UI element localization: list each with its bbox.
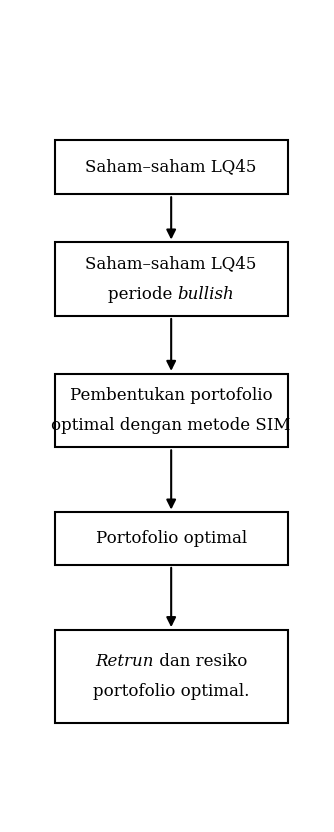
Text: Saham–saham LQ45: Saham–saham LQ45 — [86, 255, 257, 272]
Text: Portofolio optimal: Portofolio optimal — [96, 530, 247, 547]
Text: Saham–saham LQ45: Saham–saham LQ45 — [86, 159, 257, 176]
Bar — [55, 242, 288, 316]
Bar — [55, 513, 288, 565]
Text: portofolio optimal.: portofolio optimal. — [93, 683, 249, 701]
Bar — [55, 140, 288, 195]
Text: periode: periode — [108, 286, 178, 303]
Bar — [55, 630, 288, 723]
Text: dan resiko: dan resiko — [154, 652, 247, 670]
Text: Retrun: Retrun — [95, 652, 154, 670]
Text: bullish: bullish — [178, 286, 234, 303]
Text: optimal dengan metode SIM: optimal dengan metode SIM — [51, 418, 291, 434]
Text: Pembentukan portofolio: Pembentukan portofolio — [70, 387, 273, 404]
Bar — [55, 374, 288, 448]
